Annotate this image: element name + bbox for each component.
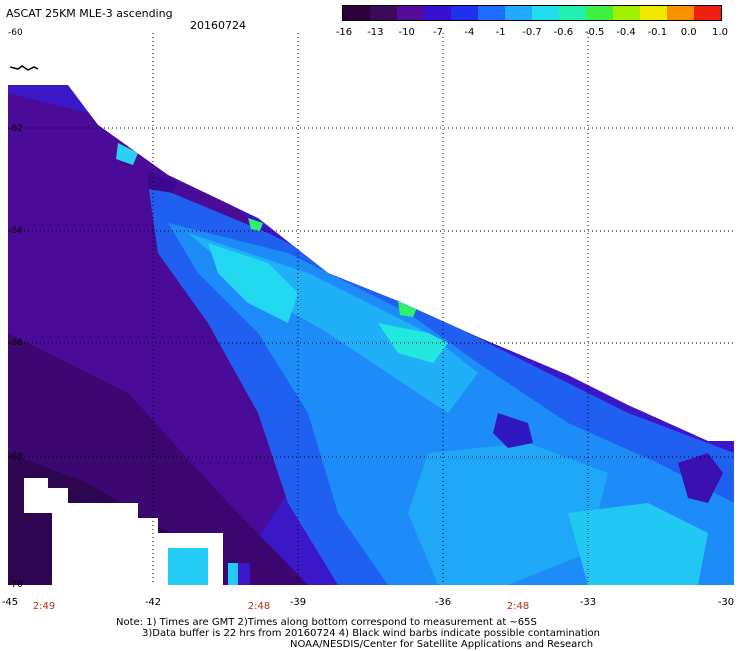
credit-line: NOAA/NESDIS/Center for Satellite Applica… — [290, 639, 594, 650]
lon-label: -36 — [434, 597, 452, 608]
color-swatch — [640, 6, 667, 20]
product-date: 20160724 — [190, 19, 246, 32]
color-scale-label: -0.6 — [553, 27, 574, 38]
color-swatch — [397, 6, 424, 20]
color-swatch — [532, 6, 559, 20]
color-swatch — [478, 6, 505, 20]
lon-label: -42 — [144, 597, 162, 608]
time-label: 2:48 — [247, 601, 271, 612]
lon-label: -30 — [717, 597, 735, 608]
color-swatch — [505, 6, 532, 20]
color-swatch — [370, 6, 397, 20]
missing-data — [8, 473, 250, 585]
color-swatch — [559, 6, 586, 20]
color-scale-label: -16 — [335, 27, 353, 38]
lon-label: -45 — [1, 597, 19, 608]
color-scale-label: -0.4 — [616, 27, 636, 38]
lat-label: -62 — [8, 124, 23, 134]
lon-label: -33 — [579, 597, 597, 608]
product-title: ASCAT 25KM MLE-3 ascending — [6, 7, 173, 20]
lat-label: -70 — [8, 580, 23, 590]
wind-swath — [8, 85, 734, 585]
coastline — [9, 65, 39, 71]
time-label: 2:49 — [32, 601, 56, 612]
color-scale-label: -1 — [495, 27, 506, 38]
color-scale-label: -7 — [433, 27, 443, 38]
time-label: 2:48 — [506, 601, 530, 612]
lat-label: -64 — [8, 226, 23, 236]
lat-label: -60 — [8, 28, 23, 38]
color-swatch — [451, 6, 478, 20]
color-swatch — [613, 6, 640, 20]
color-scale-label: -13 — [367, 27, 384, 38]
lat-label: -68 — [8, 452, 23, 462]
color-scale-label: -0.7 — [522, 27, 542, 38]
color-swatch — [343, 6, 370, 20]
color-scale-label: 1.0 — [712, 27, 728, 38]
color-swatch — [694, 6, 721, 20]
color-scale-bar — [342, 5, 722, 21]
data-map — [8, 33, 734, 585]
color-swatch — [586, 6, 613, 20]
lon-label: -39 — [289, 597, 307, 608]
footnote-line-1: Note: 1) Times are GMT 2)Times along bot… — [116, 617, 537, 628]
color-scale-label: -10 — [398, 27, 415, 38]
color-scale-label: -0.5 — [584, 27, 605, 38]
color-swatch — [424, 6, 451, 20]
graticule — [8, 33, 734, 585]
footnote-line-2: 3)Data buffer is 22 hrs from 20160724 4)… — [142, 628, 600, 639]
color-scale-label: -4 — [464, 27, 475, 38]
color-scale-label: 0.0 — [680, 27, 697, 38]
color-swatch — [667, 6, 694, 20]
color-scale-label: -0.1 — [647, 27, 668, 38]
lat-label: -66 — [8, 338, 23, 348]
